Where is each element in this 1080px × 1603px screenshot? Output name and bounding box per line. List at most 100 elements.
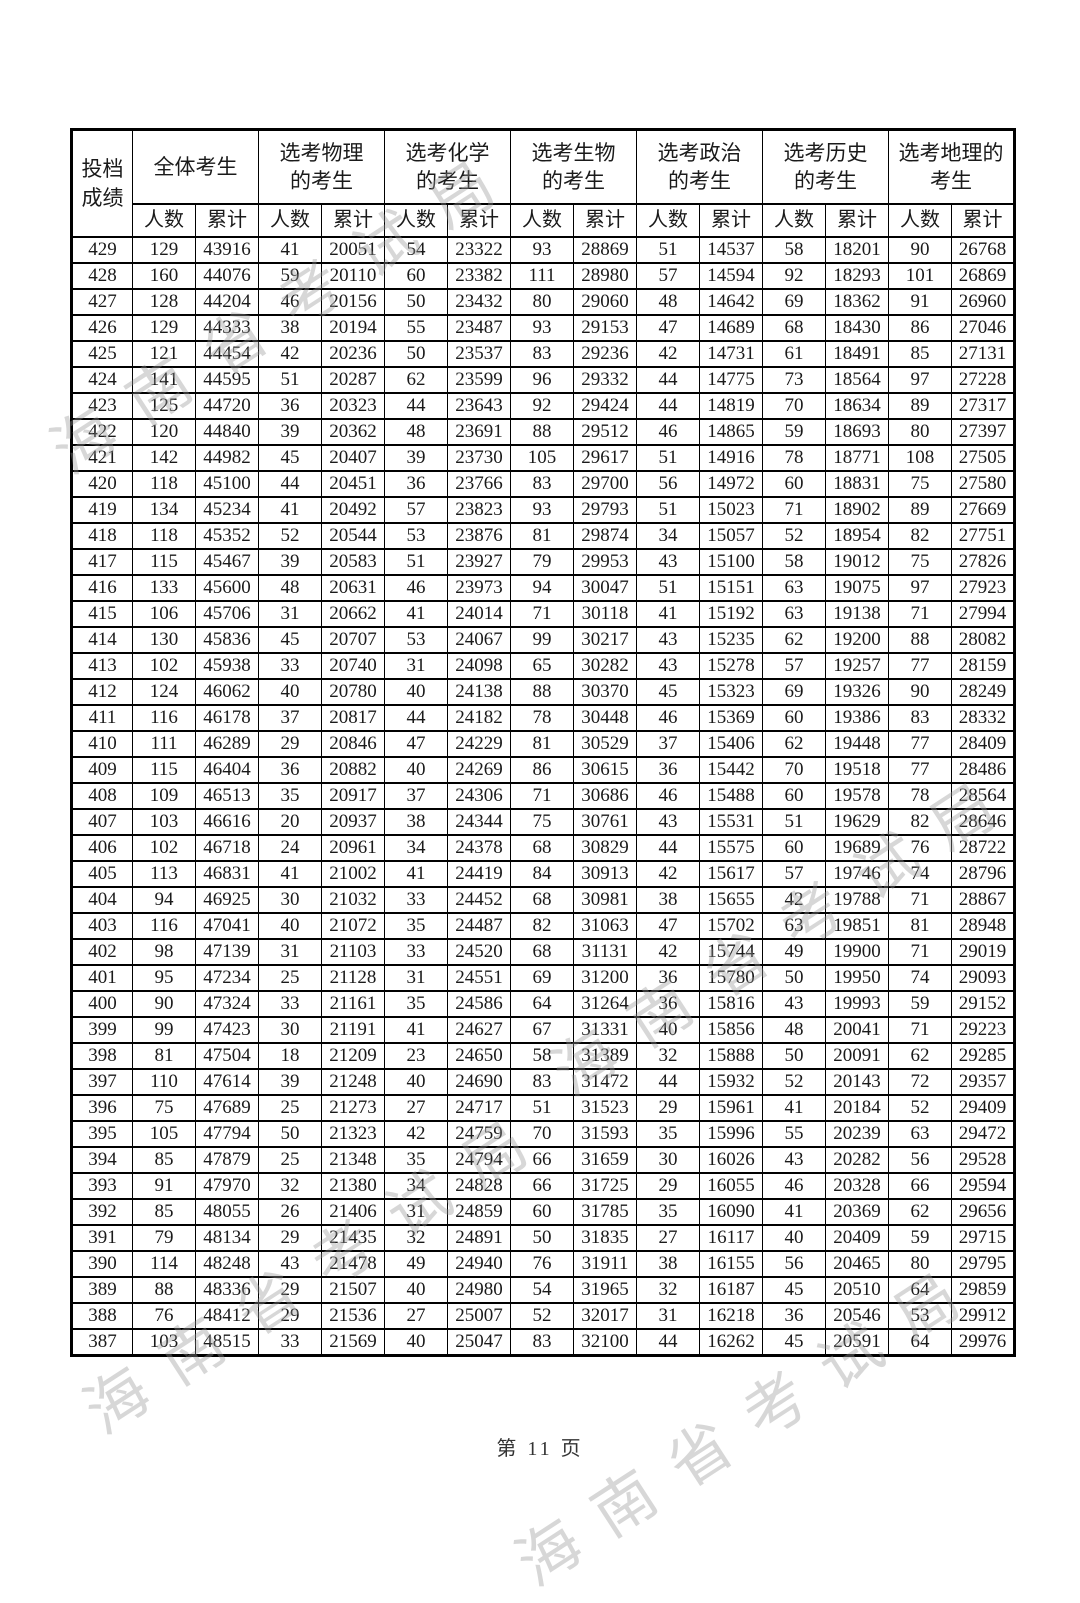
value-cell: 37 [384, 782, 448, 810]
value-cell: 44840 [195, 418, 259, 446]
value-cell: 16218 [699, 1302, 763, 1330]
value-cell: 15617 [699, 860, 763, 888]
value-cell: 15996 [699, 1120, 763, 1148]
value-cell: 28796 [951, 860, 1015, 888]
value-cell: 29793 [573, 496, 637, 524]
value-cell: 88 [132, 1276, 196, 1304]
table-row: 407 103 46616 20 20937 38 24344 75 30761 43 15531 5… [71, 808, 1015, 836]
value-cell: 40 [384, 1068, 448, 1096]
value-cell: 20846 [321, 730, 385, 758]
value-cell: 83 [510, 470, 574, 498]
value-cell: 37 [636, 730, 700, 758]
score-cell: 408 [71, 782, 133, 810]
value-cell: 23382 [447, 262, 511, 290]
value-cell: 31 [258, 600, 322, 628]
subheader-cumulative: 累计 [951, 203, 1015, 238]
value-cell: 20051 [321, 236, 385, 264]
value-cell: 19075 [825, 574, 889, 602]
table-row: 396 75 47689 25 21273 27 24717 51 31523 29 15961 41… [71, 1094, 1015, 1122]
value-cell: 14642 [699, 288, 763, 316]
page-number: 第 11 页 [496, 1438, 584, 1460]
subheader-cumulative: 累计 [321, 203, 385, 238]
value-cell: 19578 [825, 782, 889, 810]
header-score: 投档 成绩 [71, 128, 133, 238]
value-cell: 20662 [321, 600, 385, 628]
value-cell: 20817 [321, 704, 385, 732]
value-cell: 62 [888, 1198, 952, 1226]
value-cell: 42 [384, 1120, 448, 1148]
value-cell: 28948 [951, 912, 1015, 940]
value-cell: 16055 [699, 1172, 763, 1200]
value-cell: 15780 [699, 964, 763, 992]
value-cell: 59 [258, 262, 322, 290]
value-cell: 47 [384, 730, 448, 758]
value-cell: 41 [384, 600, 448, 628]
value-cell: 38 [384, 808, 448, 836]
value-cell: 43 [762, 1146, 826, 1174]
score-cell: 399 [71, 1016, 133, 1044]
value-cell: 49 [762, 938, 826, 966]
value-cell: 35 [636, 1198, 700, 1226]
score-cell: 396 [71, 1094, 133, 1122]
value-cell: 63 [888, 1120, 952, 1148]
value-cell: 128 [132, 288, 196, 316]
value-cell: 51 [258, 366, 322, 394]
value-cell: 21569 [321, 1328, 385, 1357]
value-cell: 20194 [321, 314, 385, 342]
value-cell: 27397 [951, 418, 1015, 446]
value-cell: 76 [888, 834, 952, 862]
value-cell: 75 [888, 548, 952, 576]
value-cell: 19851 [825, 912, 889, 940]
value-cell: 20156 [321, 288, 385, 316]
value-cell: 14916 [699, 444, 763, 472]
subheader-cumulative: 累计 [699, 203, 763, 238]
value-cell: 75 [132, 1094, 196, 1122]
value-cell: 36 [384, 470, 448, 498]
value-cell: 69 [762, 288, 826, 316]
value-cell: 71 [510, 600, 574, 628]
value-cell: 29409 [951, 1094, 1015, 1122]
subheader-count: 人数 [510, 203, 574, 238]
value-cell: 30981 [573, 886, 637, 914]
value-cell: 48336 [195, 1276, 259, 1304]
value-cell: 24690 [447, 1068, 511, 1096]
value-cell: 80 [888, 418, 952, 446]
value-cell: 52 [888, 1094, 952, 1122]
value-cell: 30047 [573, 574, 637, 602]
value-cell: 47 [636, 912, 700, 940]
value-cell: 21103 [321, 938, 385, 966]
score-cell: 416 [71, 574, 133, 602]
value-cell: 33 [384, 886, 448, 914]
header-group-history: 选考历史 的考生 [762, 128, 889, 205]
value-cell: 31911 [573, 1250, 637, 1278]
value-cell: 97 [888, 366, 952, 394]
table-row: 425 121 44454 42 20236 50 23537 83 29236 42 14731 6… [71, 340, 1015, 368]
table-row: 397 110 47614 39 21248 40 24690 83 31472 44 15932 5… [71, 1068, 1015, 1096]
value-cell: 27 [384, 1094, 448, 1122]
value-cell: 52 [510, 1302, 574, 1330]
value-cell: 91 [132, 1172, 196, 1200]
value-cell: 36 [258, 756, 322, 784]
score-cell: 387 [71, 1328, 133, 1357]
value-cell: 24650 [447, 1042, 511, 1070]
value-cell: 15151 [699, 574, 763, 602]
value-cell: 46 [762, 1172, 826, 1200]
subheader-count: 人数 [888, 203, 952, 238]
value-cell: 28486 [951, 756, 1015, 784]
value-cell: 41 [762, 1094, 826, 1122]
value-cell: 47970 [195, 1172, 259, 1200]
value-cell: 16026 [699, 1146, 763, 1174]
value-cell: 31835 [573, 1224, 637, 1252]
value-cell: 102 [132, 834, 196, 862]
value-cell: 85 [888, 340, 952, 368]
value-cell: 25 [258, 1146, 322, 1174]
value-cell: 27046 [951, 314, 1015, 342]
table-row: 428 160 44076 59 20110 60 23382 111 28980 57 14594… [71, 262, 1015, 290]
value-cell: 45234 [195, 496, 259, 524]
value-cell: 34 [384, 1172, 448, 1200]
value-cell: 24098 [447, 652, 511, 680]
table-row: 427 128 44204 46 20156 50 23432 80 29060 48 14642 6… [71, 288, 1015, 316]
value-cell: 23927 [447, 548, 511, 576]
table-row: 422 120 44840 39 20362 48 23691 88 29512 46 14865 5… [71, 418, 1015, 446]
table-row: 395 105 47794 50 21323 42 24759 70 31593 35 15996 5… [71, 1120, 1015, 1148]
